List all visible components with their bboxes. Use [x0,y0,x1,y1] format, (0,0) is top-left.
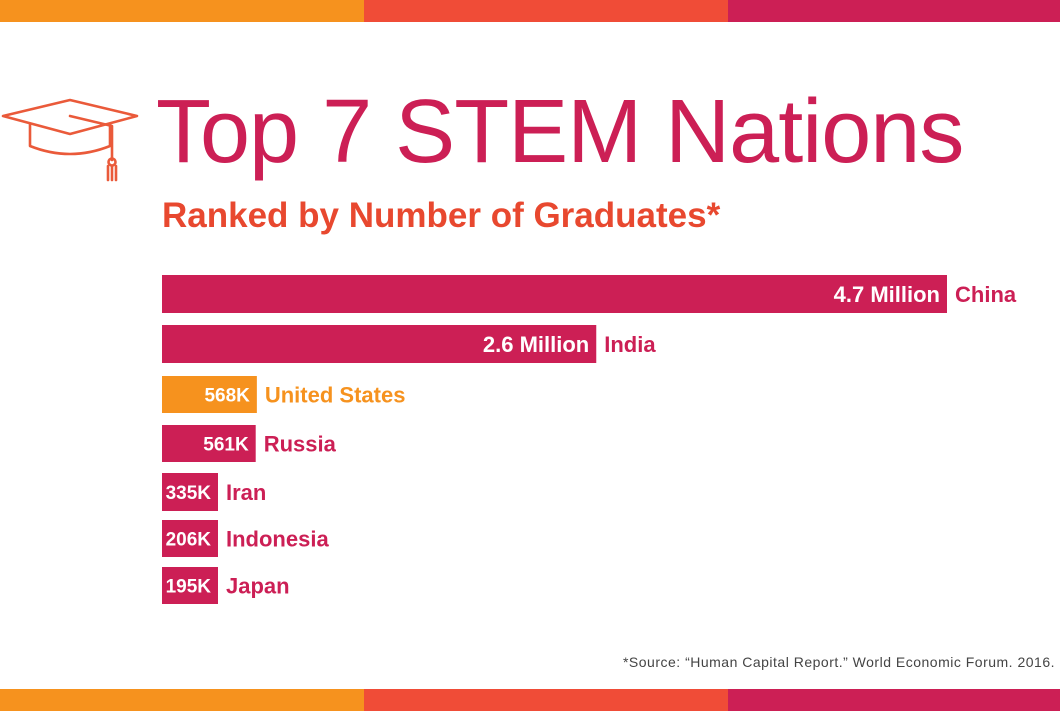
bar-group: 4.7 Million China [162,275,1017,313]
bar-group: 568K United States [162,376,405,413]
bar-group: 561K Russia [162,425,337,462]
stripe-crimson [728,689,1060,711]
stripe-crimson [728,0,1060,22]
bar-category-label: India [604,332,656,357]
top-color-stripe [0,0,1060,22]
bar-category-label: Iran [226,480,266,505]
bar [162,520,218,557]
bar-category-label: Japan [226,574,290,599]
bar-value-label: 335K [166,483,212,504]
bar [162,376,257,413]
bar [162,473,218,511]
bar-group: 206K Indonesia [162,520,329,557]
bar-value-label: 561K [203,435,249,456]
bar-group: 2.6 Million India [162,325,656,363]
bar-category-label: United States [265,383,406,408]
bottom-color-stripe [0,689,1060,711]
stripe-orange [0,0,364,22]
bar-category-label: Indonesia [226,527,329,552]
source-note: *Source: “Human Capital Report.” World E… [622,654,1055,670]
bar-value-label: 2.6 Million [483,332,589,357]
bar [162,425,256,462]
bar-category-label: China [955,282,1017,307]
bar-value-label: 4.7 Million [834,282,940,307]
chart-subtitle: Ranked by Number of Graduates* [162,196,721,235]
bar-value-label: 568K [204,386,250,407]
bar [162,275,947,313]
graduation-cap-icon [1,98,139,182]
stripe-red [364,0,728,22]
bar-category-label: Russia [264,432,337,457]
bar-group: 195K Japan [162,567,290,604]
stripe-orange [0,689,364,711]
stripe-red [364,689,728,711]
bar-value-label: 195K [166,577,212,598]
bar-group: 335K Iran [162,473,266,511]
bar [162,325,597,363]
bar-value-label: 206K [166,530,212,551]
chart-title: Top 7 STEM Nations [156,82,964,182]
bar [162,567,218,604]
